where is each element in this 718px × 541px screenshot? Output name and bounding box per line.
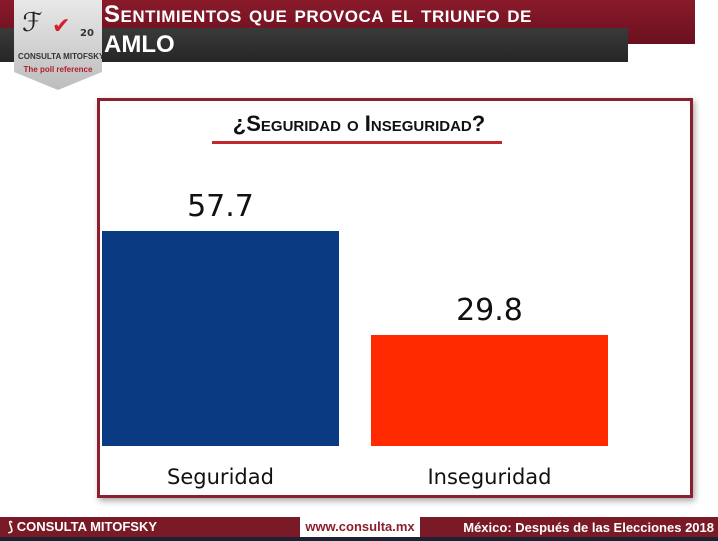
chart-title: ¿Seguridad o Inseguridad?: [232, 111, 486, 136]
logo: ℱ ✔ 20 CONSULTA MITOFSKY The poll refere…: [14, 0, 102, 90]
logo-badge: 20: [80, 28, 94, 39]
logo-mark-icon: ℱ: [22, 8, 43, 38]
footer-url-link[interactable]: www.consulta.mx: [300, 517, 420, 537]
footer-brand-text: CONSULTA MITOFSKY: [16, 519, 158, 534]
title-underline: [212, 141, 502, 144]
page-title-line2: AMLO: [104, 31, 175, 58]
page-title-line1: Sentimientos que provoca el triunfo de: [104, 1, 532, 28]
bar-seguridad: [102, 231, 339, 446]
footer-brand: ⟆ CONSULTA MITOFSKY: [8, 519, 158, 534]
data-label: 57.7: [187, 189, 254, 224]
logo-name: CONSULTA MITOFSKY: [18, 52, 105, 61]
footer-caption: México: Después de las Elecciones 2018: [463, 520, 714, 535]
footer-line: [0, 537, 718, 541]
bar-inseguridad: [371, 334, 608, 446]
check-icon: ✔: [52, 14, 71, 39]
header-band-dark: [0, 28, 628, 62]
category-label: Seguridad: [167, 465, 274, 489]
chart-frame: [97, 98, 693, 498]
logo-tagline: The poll reference: [23, 65, 93, 74]
data-label: 29.8: [456, 292, 523, 328]
category-label: Inseguridad: [427, 465, 552, 489]
